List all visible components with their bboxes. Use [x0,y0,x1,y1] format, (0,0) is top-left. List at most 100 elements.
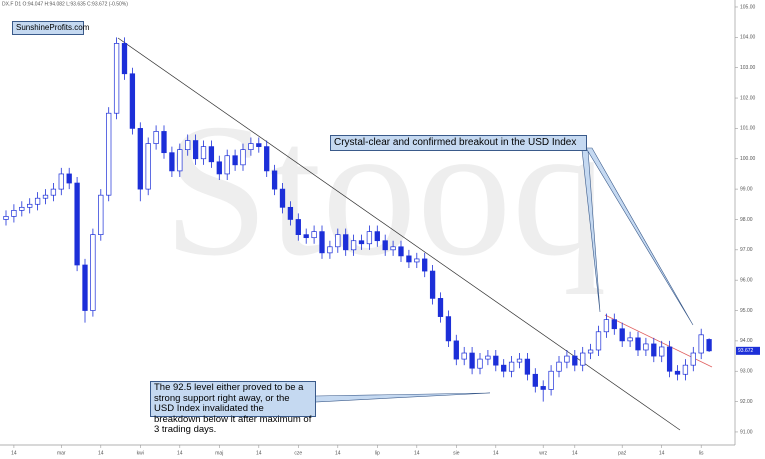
y-tick-label: 94.00 [740,338,753,344]
candle-body [690,352,696,366]
candle-body [121,43,128,75]
candle-body [216,161,222,175]
candle-body [493,355,499,366]
candle-body [366,231,373,245]
chart-title: DX.F D1 O:94.047 H:94.082 L:93.635 C:93.… [2,1,128,7]
candle-body [153,131,159,144]
candle-body [682,364,689,375]
y-tick-label: 98.00 [740,217,753,223]
candle-body [643,343,649,351]
candle-body [587,349,594,354]
candle-body [706,339,712,352]
x-tick-label: 14 [177,450,183,456]
candle-body [343,234,349,251]
y-tick-label: 97.00 [740,247,753,253]
x-tick-label: mar [57,450,66,456]
y-tick-label: 96.00 [740,278,753,284]
candle-body [659,346,665,357]
candle-body [698,334,704,354]
candle-body [501,364,507,372]
candle-body [58,173,64,190]
y-tick-label: 103.00 [740,65,756,71]
y-tick-label: 105.00 [740,4,756,10]
candle-body [406,255,412,263]
candle-body [453,340,459,360]
candle-body [11,210,17,217]
candle-body [556,361,562,372]
y-tick-label: 104.00 [740,35,756,41]
x-tick-label: 14 [414,450,420,456]
x-tick-label: maj [215,450,223,456]
candle-body [635,337,641,351]
candle-body [603,319,610,333]
candle-body [279,188,286,208]
candle-body [224,155,230,175]
candle-body [295,219,301,235]
x-tick-label: 14 [11,450,17,456]
y-tick-label: 100.00 [740,156,756,162]
candle-body [390,246,396,251]
candle-body [437,298,444,317]
candle-body [208,146,215,163]
callout-pointer [314,392,491,403]
y-tick-label: 95.00 [740,308,753,314]
candle-body [516,358,523,363]
candle-body [161,131,167,154]
y-tick-label: 91.00 [740,429,753,435]
candle-body [422,258,428,272]
candle-body [350,240,357,251]
candle-body [540,386,546,390]
candle-body [398,246,404,257]
annotation: SunshineProfits.com [12,21,89,35]
x-tick-label: sie [453,450,460,456]
x-tick-label: kwi [137,450,144,456]
candle-body [595,331,602,351]
x-tick-label: paź [618,450,627,456]
y-tick-label: 99.00 [740,186,753,192]
candle-body [335,234,341,248]
candle-body [137,128,143,190]
candle-body [66,173,72,184]
candle-body [532,373,538,387]
annotation: The 92.5 level either proved to be a str… [150,381,316,435]
candle-body [651,343,657,357]
x-tick-label: cze [294,450,302,456]
candle-body [90,234,96,311]
candle-body [200,146,207,160]
annotation: Crystal-clear and confirmed breakout in … [330,135,587,151]
candle-body [232,155,238,166]
x-tick-label: lip [375,450,380,456]
last-price-label: 93.672 [738,348,754,354]
candle-body [548,370,554,390]
candle-body [185,140,191,150]
candle-body [619,328,625,342]
x-tick-label: 14 [98,450,104,456]
candle-body [429,270,436,299]
candle-body [469,352,475,369]
candle-body [303,234,309,239]
candle-body [580,352,586,366]
candle-body [129,73,136,129]
x-tick-label: 14 [493,450,499,456]
candle-body [319,231,325,254]
candle-body [106,112,112,196]
trend-line [117,37,681,431]
x-tick-label: 14 [572,450,578,456]
x-tick-label: lis [699,450,704,456]
candle-body [256,143,262,147]
candle-body [264,146,270,172]
candle-body [98,194,104,235]
candle-body [508,361,515,372]
x-tick-label: 14 [335,450,341,456]
candle-body [248,143,254,150]
x-tick-label: 14 [256,450,262,456]
candle-body [666,346,673,372]
y-tick-label: 102.00 [740,95,756,101]
x-tick-label: wrz [539,450,547,456]
candle-body [374,231,380,242]
candle-body [3,216,9,220]
candle-body [74,182,80,266]
callout-pointer [585,147,694,326]
